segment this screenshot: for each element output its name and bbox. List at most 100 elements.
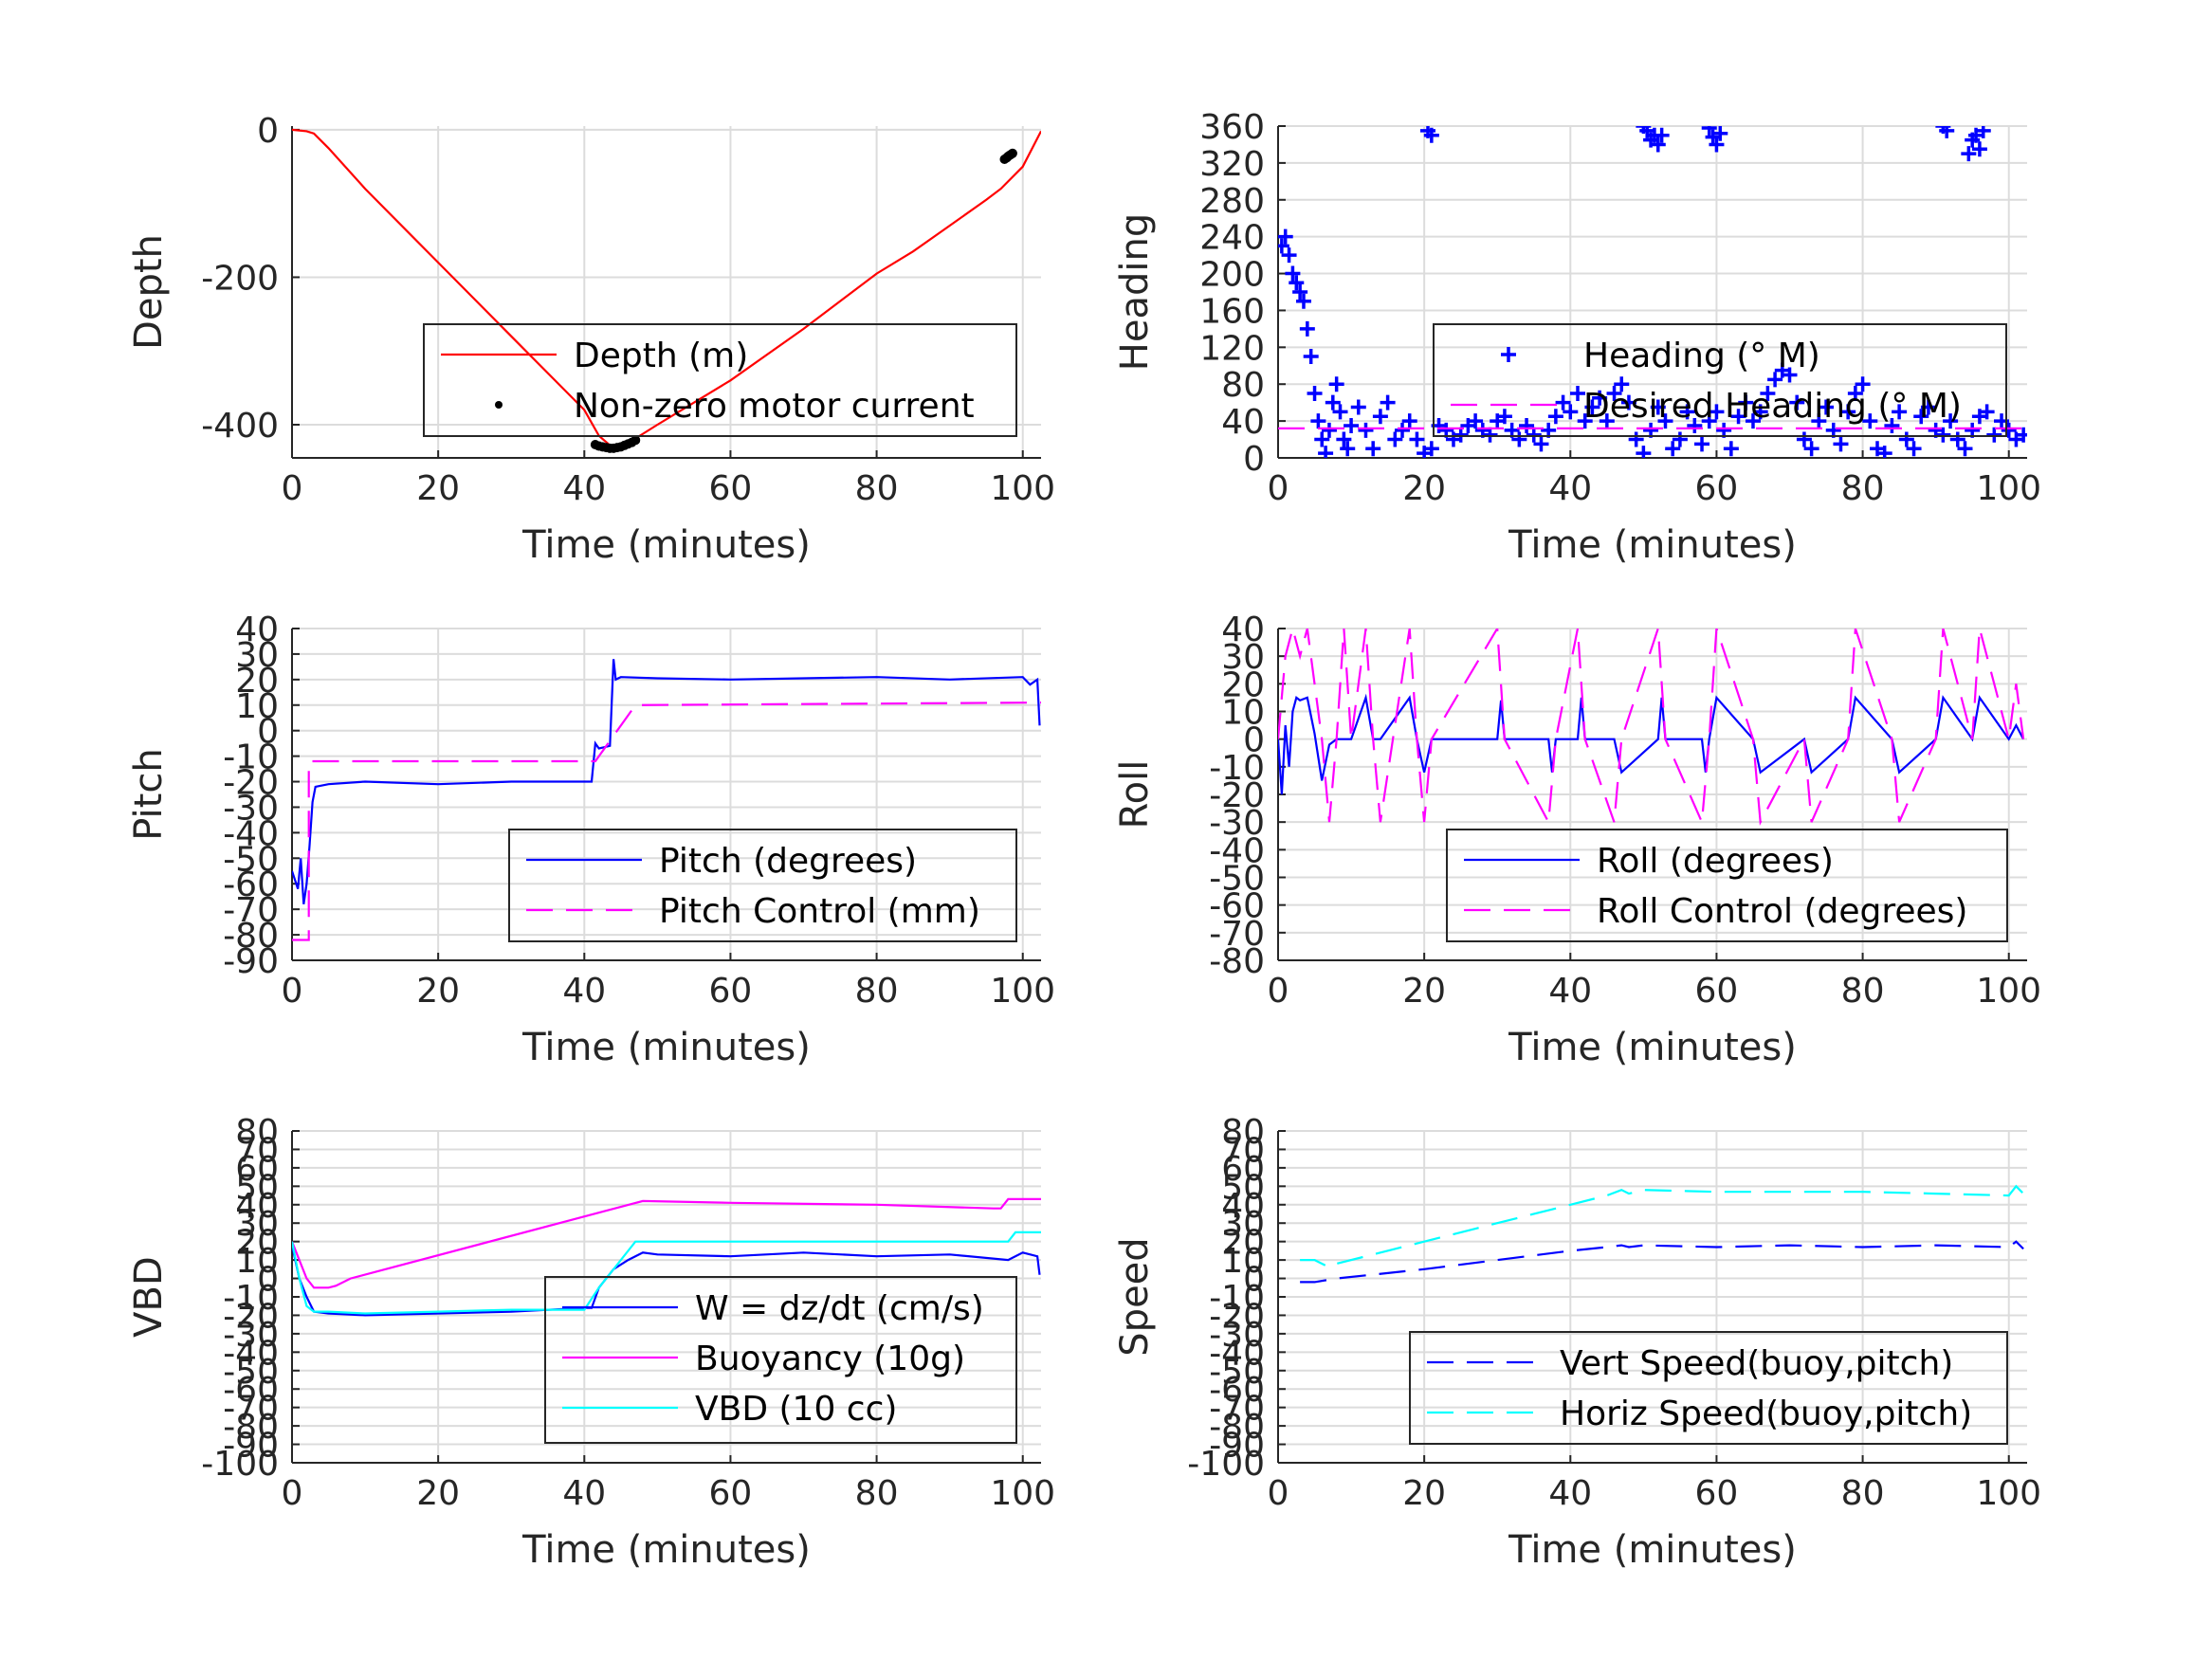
x-tick-label: 60 [1695,972,1739,1011]
data-point [1577,413,1593,429]
data-point [1811,413,1827,429]
x-tick-label: 100 [990,469,1055,508]
y-tick-label: 80 [1221,1113,1265,1152]
data-point [1295,293,1311,309]
data-point [1423,127,1439,143]
data-point [1723,441,1739,457]
x-tick-label: 60 [1695,469,1739,508]
data-point [1906,441,1922,457]
y-tick-label: -50 [1209,860,1265,899]
y-tick-label: 200 [1199,256,1265,295]
legend-box [1409,1331,2008,1445]
x-axis-label: Time (minutes) [1508,523,1797,567]
data-point [1318,446,1334,458]
y-tick-label: -80 [1209,942,1265,981]
x-tick-label: 0 [1268,469,1289,508]
y-tick-label: 160 [1199,292,1265,331]
data-point [1620,394,1636,410]
y-tick-label: -70 [1209,915,1265,954]
y-tick-label: -20 [223,1297,279,1336]
y-tick-label: 0 [1243,440,1265,479]
series-line-roll-1 [1278,629,2025,827]
data-point [1344,417,1360,433]
y-tick-label: -70 [223,891,279,930]
x-tick-label: 40 [1548,469,1592,508]
y-tick-label: -30 [223,1316,279,1355]
y-tick-label: 0 [1243,721,1265,760]
data-point [1310,413,1326,429]
y-tick-label: -100 [201,1445,279,1484]
data-point [1350,399,1366,415]
data-point [1281,247,1297,264]
data-point [1913,409,1929,425]
legend-label: Vert Speed(buoy,pitch) [1560,1344,1953,1383]
y-tick-label: 0 [257,713,279,752]
y-tick-label: -80 [1209,1408,1265,1447]
y-tick-label: -60 [223,1371,279,1410]
x-tick-label: 100 [1976,972,2041,1011]
data-point [1876,446,1892,458]
series-line-vbd-1 [292,1197,1041,1289]
y-tick-label: -30 [1209,1316,1265,1355]
data-point [1332,404,1348,420]
series-line-vbd-2 [292,1231,1041,1315]
y-tick-label: 360 [1199,108,1265,147]
y-tick-label: 20 [235,662,279,701]
y-tick-label: 80 [235,1113,279,1152]
data-point [1328,376,1344,392]
x-tick-label: 40 [1548,1474,1592,1513]
y-tick-label: -60 [1209,887,1265,926]
y-tick-label: 40 [235,611,279,649]
data-point [1657,413,1673,429]
legend-label: Non-zero motor current [574,387,975,426]
y-tick-label: 40 [1221,611,1265,649]
x-tick-label: 20 [1402,1474,1446,1513]
data-point [1745,413,1761,429]
x-axis-label: Time (minutes) [521,1026,811,1069]
y-tick-label: -10 [1209,749,1265,788]
y-tick-label: 20 [1221,1224,1265,1263]
data-point [1920,399,1936,415]
y-tick-label: -60 [223,866,279,904]
x-tick-label: 60 [709,1474,753,1513]
x-tick-label: 80 [1841,1474,1885,1513]
legend-box [544,1276,1017,1444]
x-tick-label: 100 [1976,469,2041,508]
y-tick-label: -90 [1209,1427,1265,1466]
y-tick-label: 280 [1199,182,1265,221]
data-point [1752,404,1768,420]
data-point [1278,238,1289,254]
legend-roll: Roll (degrees) Roll Control (degrees) [1446,829,2008,942]
y-axis-label: Roll [1113,760,1157,830]
data-point [1365,441,1381,457]
y-tick-label: -50 [1209,1353,1265,1392]
legend-label: Roll (degrees) [1597,842,1834,881]
y-tick-label: -80 [223,1408,279,1447]
y-tick-label: 30 [235,1205,279,1244]
x-tick-label: 80 [855,469,899,508]
data-point [1511,431,1527,447]
legend-heading: Heading (° M) Desired Heading (° M) [1433,323,2007,437]
y-tick-label: -200 [201,259,279,298]
series-line-speed-0 [1300,1240,2024,1284]
data-point [1672,431,1688,447]
y-tick-label: -50 [223,840,279,879]
data-point [1840,404,1856,420]
y-tick-label: 0 [1243,1261,1265,1300]
data-point [1709,404,1725,420]
data-point [1709,137,1725,153]
y-tick-label: 20 [235,1224,279,1263]
data-point [1423,441,1439,457]
chart-vbd: 0 20 40 60 80 10080706050403020100-10-20-30-4… [127,1113,1055,1572]
y-tick-label: 10 [1221,1242,1265,1281]
x-tick-label: 100 [1976,1474,2041,1513]
data-point [1321,422,1337,438]
data-point [1533,436,1549,452]
data-point [1979,404,1995,420]
data-point [1694,436,1710,452]
x-tick-label: 20 [1402,469,1446,508]
y-tick-label: 240 [1199,219,1265,258]
legend-label: VBD (10 cc) [695,1390,897,1429]
data-point [1971,141,1987,157]
